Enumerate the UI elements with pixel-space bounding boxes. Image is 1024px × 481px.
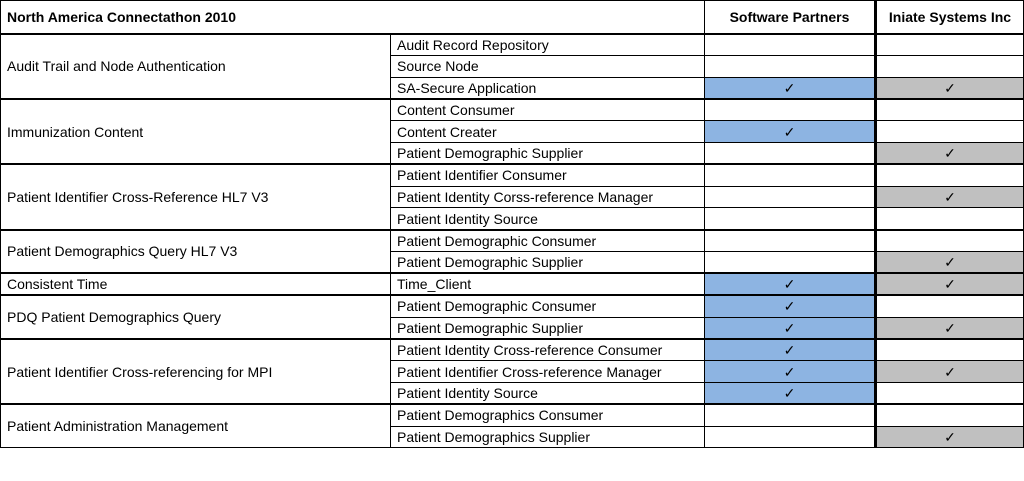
matrix-body: North America Connectathon 2010 Software… — [0, 0, 1024, 449]
profile-name: Audit Trail and Node Authentication — [0, 32, 391, 100]
software-partners-check-icon: ✓ — [704, 381, 876, 405]
actor-name: Time_Client — [390, 272, 705, 296]
header-row: North America Connectathon 2010 Software… — [0, 0, 1024, 35]
software-partners-empty-cell — [704, 141, 876, 165]
software-partners-empty-cell — [704, 97, 876, 122]
table-row: Patient Identity Corss-reference Manager… — [1, 185, 1024, 209]
table-row: PDQ Patient Demographics Query Patient De… — [0, 294, 1024, 340]
iniate-systems-empty-cell — [874, 120, 1024, 143]
actor-name: Source Node — [390, 54, 705, 78]
software-partners-empty-cell — [704, 54, 876, 78]
actor-name: Content Consumer — [390, 97, 705, 122]
software-partners-empty-cell — [704, 207, 876, 231]
software-partners-check-icon: ✓ — [704, 76, 876, 100]
iniate-systems-check-icon: ✓ — [874, 141, 1024, 165]
iniate-systems-check-icon: ✓ — [874, 360, 1024, 383]
actor-name: Patient Identity Source — [390, 207, 705, 231]
iniate-systems-check-icon: ✓ — [874, 425, 1024, 449]
table-row: Patient Identifier Cross-Reference HL7 V… — [0, 163, 1024, 231]
software-partners-empty-cell — [704, 403, 876, 427]
table-row: Patient Demographics Query HL7 V3 Patient… — [0, 228, 1024, 274]
profile-name: Patient Identifier Cross-referencing for… — [0, 337, 391, 405]
actor-name: Patient Identity Cross-reference Consume… — [390, 337, 705, 362]
table-row: Patient Administration Management Patient… — [0, 403, 1024, 449]
vendor-header-iniate-systems: Iniate Systems Inc — [874, 0, 1024, 35]
actor-name: Patient Demographics Supplier — [390, 425, 705, 449]
actor-name: Patient Demographic Consumer — [390, 228, 705, 252]
iniate-systems-empty-cell — [874, 403, 1024, 427]
iniate-systems-empty-cell — [874, 337, 1024, 362]
table-row: Source Node — [1, 54, 1024, 78]
actor-name: Audit Record Repository — [390, 32, 705, 56]
software-partners-empty-cell — [704, 425, 876, 449]
actor-name: Content Creater — [390, 120, 705, 143]
profile-name: Immunization Content — [0, 97, 391, 165]
profile-name: Consistent Time — [0, 272, 391, 296]
profile-name: Patient Identifier Cross-Reference HL7 V… — [0, 163, 391, 231]
iniate-systems-empty-cell — [874, 381, 1024, 405]
table-row: Audit Trail and Node Authentication Audit… — [0, 32, 1024, 100]
iniate-systems-empty-cell — [874, 97, 1024, 122]
page-title: North America Connectathon 2010 — [0, 0, 391, 35]
table-row: Patient Identifier Cross-reference Manag… — [1, 360, 1024, 383]
software-partners-check-icon: ✓ — [704, 272, 876, 296]
actor-name: Patient Demographic Supplier — [390, 141, 705, 165]
software-partners-check-icon: ✓ — [704, 337, 876, 362]
software-partners-check-icon: ✓ — [704, 294, 876, 318]
software-partners-check-icon: ✓ — [704, 120, 876, 143]
connectathon-matrix: North America Connectathon 2010 Software… — [0, 0, 1024, 449]
table-row: Patient Identifier Cross-referencing for… — [0, 337, 1024, 405]
software-partners-check-icon: ✓ — [704, 316, 876, 340]
profile-name: Patient Administration Management — [0, 403, 391, 449]
table-row: Immunization Content Content Consumer — [0, 97, 1024, 165]
iniate-systems-empty-cell — [874, 207, 1024, 231]
actor-name: Patient Demographic Supplier — [390, 316, 705, 340]
table-row: Patient Demographics Supplier ✓ — [1, 425, 1024, 449]
iniate-systems-check-icon: ✓ — [874, 76, 1024, 100]
iniate-systems-empty-cell — [874, 54, 1024, 78]
table-row: Consistent Time Time_Client ✓ ✓ — [0, 272, 1024, 296]
software-partners-empty-cell — [704, 163, 876, 187]
software-partners-empty-cell — [704, 32, 876, 56]
iniate-systems-empty-cell — [874, 294, 1024, 318]
title-spacer — [390, 0, 705, 35]
actor-name: Patient Identifier Consumer — [390, 163, 705, 187]
software-partners-check-icon: ✓ — [704, 360, 876, 383]
actor-name: Patient Identity Corss-reference Manager — [390, 185, 705, 209]
vendor-header-software-partners: Software Partners — [704, 0, 876, 35]
profile-name: PDQ Patient Demographics Query — [0, 294, 391, 340]
iniate-systems-check-icon: ✓ — [874, 316, 1024, 340]
actor-name: Patient Demographics Consumer — [390, 403, 705, 427]
iniate-systems-empty-cell — [874, 163, 1024, 187]
actor-name: Patient Identity Source — [390, 381, 705, 405]
iniate-systems-check-icon: ✓ — [874, 272, 1024, 296]
profile-name: Patient Demographics Query HL7 V3 — [0, 228, 391, 274]
iniate-systems-check-icon: ✓ — [874, 250, 1024, 274]
iniate-systems-empty-cell — [874, 228, 1024, 252]
software-partners-empty-cell — [704, 228, 876, 252]
software-partners-empty-cell — [704, 185, 876, 209]
actor-name: SA-Secure Application — [390, 76, 705, 100]
actor-name: Patient Identifier Cross-reference Manag… — [390, 360, 705, 383]
actor-name: Patient Demographic Supplier — [390, 250, 705, 274]
software-partners-empty-cell — [704, 250, 876, 274]
iniate-systems-check-icon: ✓ — [874, 185, 1024, 209]
iniate-systems-empty-cell — [874, 32, 1024, 56]
actor-name: Patient Demographic Consumer — [390, 294, 705, 318]
